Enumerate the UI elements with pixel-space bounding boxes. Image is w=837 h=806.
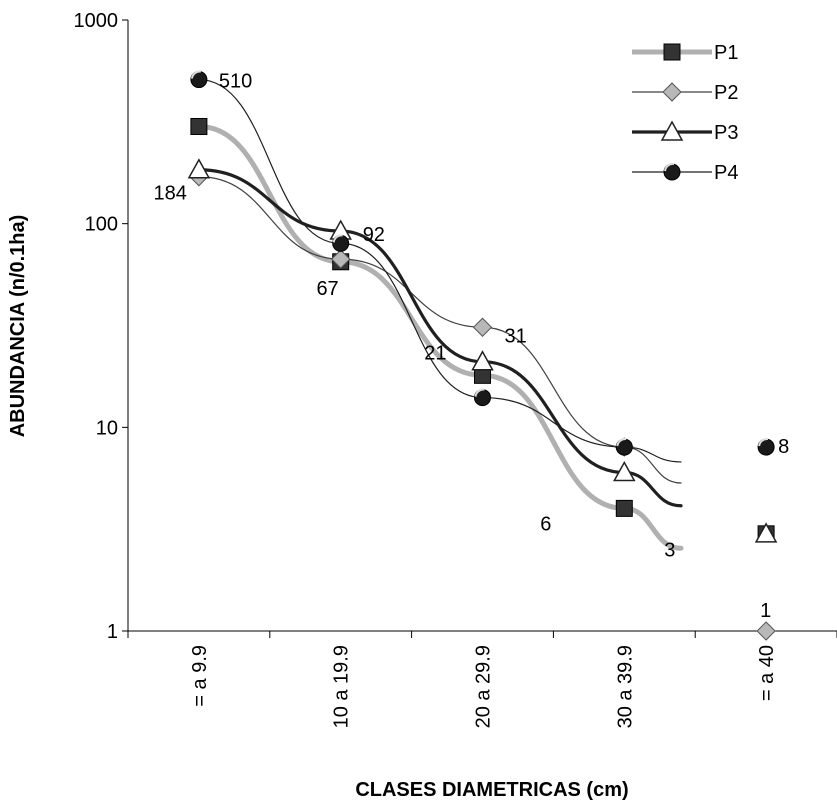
x-axis-title: CLASES DIAMETRICAS (cm)	[355, 779, 628, 801]
data-label: 1	[760, 600, 771, 622]
y-tick-label: 10	[96, 417, 118, 439]
point-p3-2	[471, 350, 494, 371]
point-p3-3	[613, 460, 636, 482]
point-p4-1-highlight	[332, 234, 343, 243]
point-p4-0-highlight	[190, 70, 202, 79]
data-label: 21	[424, 343, 446, 365]
axes: 1 10 100 1000 = a 9.9 10 a 19.9 20 a 29.9 30 a …	[74, 10, 837, 728]
series-line-p2	[198, 176, 682, 484]
point-p4-3-highlight	[616, 438, 627, 447]
point-p1-0	[190, 117, 208, 135]
x-tick-label: = a 40	[756, 645, 778, 701]
trend-lines	[196, 78, 684, 551]
legend-label-p2: P2	[714, 82, 738, 104]
series-line-p4	[198, 78, 682, 463]
point-p2-4	[756, 621, 776, 641]
y-tick-label: 1	[107, 621, 118, 643]
point-p2-1	[330, 249, 351, 269]
point-p3-4	[754, 522, 778, 543]
point-p4-4-highlight	[758, 438, 769, 447]
x-tick-label: 20 a 29.9	[473, 645, 495, 728]
x-tick-label: = a 9.9	[189, 645, 211, 707]
legend-marker-p3	[660, 120, 684, 141]
x-tick-label: 10 a 19.9	[331, 645, 353, 728]
series-line-p1	[196, 123, 684, 551]
data-label: 6	[540, 514, 551, 536]
legend: P1 P2 P3 P4	[632, 42, 738, 184]
legend-label-p4: P4	[714, 162, 738, 184]
y-axis-title: ABUNDANCIA (n/0.1ha)	[7, 215, 29, 438]
y-tick-label: 100	[85, 214, 118, 236]
legend-marker-p4-highlight	[664, 162, 675, 172]
markers	[187, 70, 778, 641]
data-label: 184	[154, 183, 187, 205]
point-p1-3	[615, 499, 633, 517]
data-label: 3	[664, 539, 675, 561]
data-labels: 510 184 92 67 31 21 6 3 8 1	[154, 71, 790, 622]
legend-label-p1: P1	[714, 42, 738, 64]
x-tick-label: 30 a 39.9	[614, 645, 636, 728]
legend-label-p3: P3	[714, 122, 738, 144]
data-label: 8	[778, 436, 789, 458]
legend-marker-p2	[662, 82, 682, 102]
data-label: 31	[505, 325, 527, 347]
y-tick-label: 1000	[74, 10, 119, 32]
point-p4-2-highlight	[474, 388, 485, 397]
data-label: 92	[363, 224, 385, 246]
legend-marker-p1	[663, 43, 681, 61]
point-p2-2	[472, 317, 493, 337]
data-label: 510	[219, 71, 252, 93]
point-p3-0	[187, 158, 211, 179]
data-label: 67	[316, 278, 338, 300]
